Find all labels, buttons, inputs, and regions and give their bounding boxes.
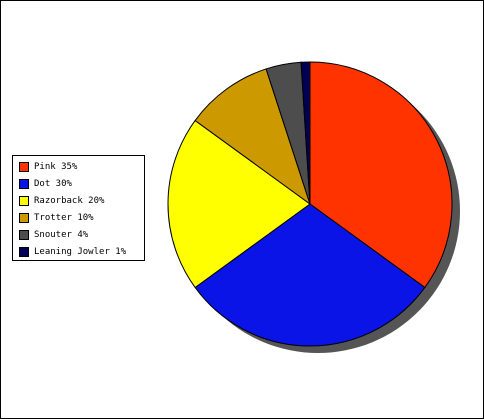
- legend-swatch-razorback: [19, 196, 29, 206]
- legend-label-trotter: Trotter 10%: [34, 213, 94, 223]
- legend-label-pink: Pink 35%: [34, 162, 77, 172]
- legend-swatch-trotter: [19, 213, 29, 223]
- legend-label-snouter: Snouter 4%: [34, 230, 88, 240]
- legend-swatch-pink: [19, 162, 29, 172]
- legend-item-leaning-jowler: Leaning Jowler 1%: [19, 245, 126, 259]
- legend-label-razorback: Razorback 20%: [34, 196, 104, 206]
- legend-label-leaning-jowler: Leaning Jowler 1%: [34, 247, 126, 257]
- legend-item-pink: Pink 35%: [19, 160, 77, 174]
- legend-swatch-snouter: [19, 230, 29, 240]
- legend-item-snouter: Snouter 4%: [19, 228, 88, 242]
- pie-slices: [168, 62, 460, 353]
- legend: Pink 35% Dot 30% Razorback 20% Trotter 1…: [12, 155, 145, 261]
- legend-item-trotter: Trotter 10%: [19, 211, 94, 225]
- legend-swatch-dot: [19, 179, 29, 189]
- legend-swatch-leaning-jowler: [19, 247, 29, 257]
- legend-label-dot: Dot 30%: [34, 179, 72, 189]
- legend-item-dot: Dot 30%: [19, 177, 72, 191]
- legend-item-razorback: Razorback 20%: [19, 194, 104, 208]
